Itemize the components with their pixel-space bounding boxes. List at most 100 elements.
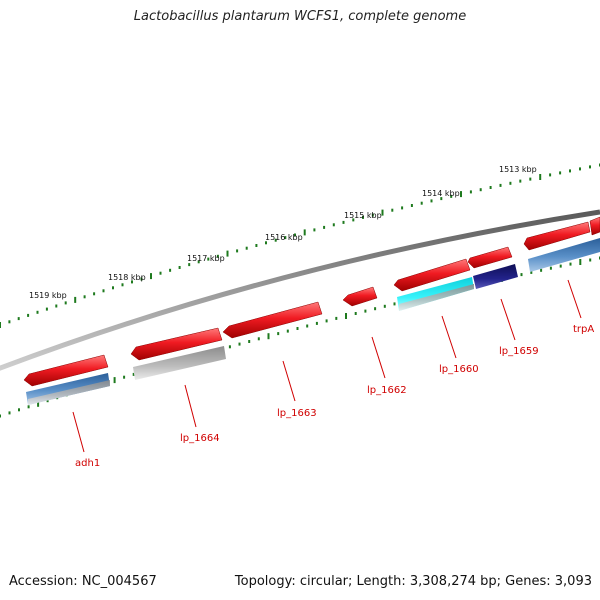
leader-line-adh1 [72,411,85,453]
scale-tick [8,411,11,415]
gene-arrow-adh1 [23,354,109,387]
scale-tick [559,171,562,175]
scale-tick-major [267,333,270,340]
leader-line-lp_1659 [500,298,516,341]
genome-backbone [0,209,600,371]
scale-tick [509,181,512,185]
scale-label: 1514 kbp [422,189,460,198]
scale-tick [323,225,326,229]
gene-arrow-lp_1662 [342,286,378,307]
scale-label: 1516 kbp [265,233,303,242]
feature-bar-adh1 [26,373,110,405]
scale-tick [354,312,357,315]
scale-tick [132,372,135,376]
scale-tick [265,241,267,245]
scale-tick [83,295,86,299]
scale-tick [188,263,191,267]
scale-label: 1519 kbp [29,291,67,300]
leader-line-lp_1663 [282,360,296,402]
leader-line-lp_1660 [441,315,457,359]
leader-line-lp_1664 [184,384,197,428]
scale-tick-major [74,296,77,303]
scale-tick [342,220,345,224]
scale-tick [46,399,49,403]
gene-arrow-lp_1663 [222,301,323,339]
scale-tick [469,190,472,194]
scale-tick [207,257,210,261]
gene-label-lp_1662: lp_1662 [367,385,407,396]
scale-tick [420,201,423,205]
scale-tick-major [113,377,116,384]
scale-tick [589,165,591,169]
gene-label-lp_1659: lp_1659 [499,346,539,357]
scale-tick [159,271,162,275]
scale-tick [228,345,231,349]
scale-tick [112,286,114,290]
scale-tick [383,304,386,308]
leader-line-trpA [567,279,582,319]
gene-arrow-lp_1659 [467,246,513,269]
scale-tick [410,204,413,207]
scale-tick [238,342,241,346]
scale-tick [296,327,299,330]
scale-tick [549,173,552,177]
scale-tick [93,292,96,296]
scale-tick-major [226,250,229,257]
scale-tick [286,329,289,333]
scale-tick-major [381,209,384,216]
gene-arrow-lp_1660 [393,258,471,292]
scale-tick [27,405,30,409]
scale-tick [362,215,364,219]
scale-tick-major [539,174,542,180]
gene-label-lp_1660: lp_1660 [439,364,479,375]
scale-tick-major [460,191,462,198]
gene-label-lp_1663: lp_1663 [277,408,317,419]
scale-tick [569,262,572,266]
scale-tick [284,236,287,240]
gene-label-adh1: adh1 [75,458,100,469]
feature-bar-trpA [528,238,600,272]
leader-line-lp_1662 [371,336,386,379]
scale-tick [0,414,1,418]
scale-tick [277,332,280,336]
scale-tick [169,268,172,272]
scale-tick [352,218,355,222]
genome-title: Lactobacillus plantarum WCFS1, complete … [133,9,467,24]
scale-tick [18,408,20,412]
scale-tick-major [345,313,347,319]
scale-tick [64,301,67,305]
scale-tick [197,260,200,264]
scale-tick [579,167,581,171]
scale-tick-major [150,273,152,280]
feature-bar-lp_1664 [133,346,226,380]
scale-label: 1513 kbp [499,165,537,174]
scale-tick [371,213,374,217]
scale-tick-major [0,322,1,328]
scale-tick [216,254,219,258]
scale-tick [178,266,181,269]
genome-summary-text: Topology: circular; Length: 3,308,274 bp… [234,574,592,589]
gene-label-lp_1664: lp_1664 [180,433,220,444]
scale-tick [479,188,482,192]
scale-tick [248,340,251,343]
scale-tick [489,186,492,189]
scale-tick [589,258,592,262]
gene-label-trpA: trpA [573,324,594,335]
scale-tick [530,270,533,274]
scale-tick [374,307,377,311]
scale-tick [245,246,248,250]
scale-tick [440,197,443,201]
scale-tick [529,177,532,181]
scale-tick [123,375,126,379]
scale-tick [140,277,143,281]
leader-lines [72,279,582,453]
scale-tick [332,223,335,227]
scale-tick [17,317,20,321]
scale-tick [27,313,30,317]
scale-tick [364,309,367,313]
scale-tick [102,289,105,293]
scale-tick [391,208,394,212]
scale-tick [255,244,258,247]
scale-tick [393,302,396,306]
